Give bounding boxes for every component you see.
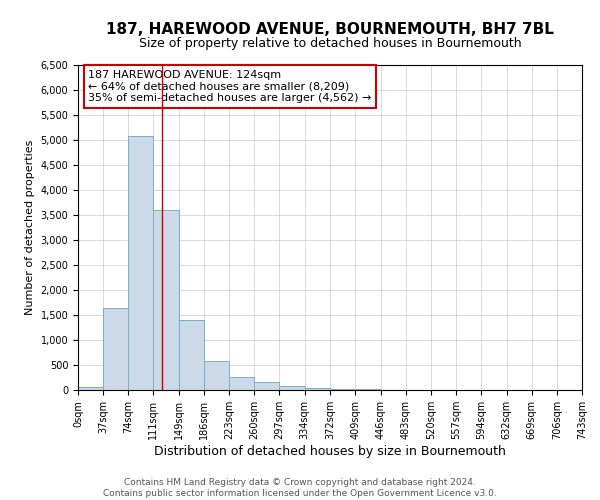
Text: Size of property relative to detached houses in Bournemouth: Size of property relative to detached ho…: [139, 38, 521, 51]
Bar: [305, 388, 331, 390]
Bar: [153, 210, 179, 390]
Y-axis label: Number of detached properties: Number of detached properties: [25, 140, 35, 315]
Bar: [229, 376, 254, 390]
Bar: [280, 386, 305, 390]
Bar: [355, 389, 380, 390]
Bar: [103, 308, 128, 390]
Bar: [179, 320, 204, 390]
Bar: [204, 361, 229, 390]
Text: Contains HM Land Registry data © Crown copyright and database right 2024.
Contai: Contains HM Land Registry data © Crown c…: [103, 478, 497, 498]
Text: 187, HAREWOOD AVENUE, BOURNEMOUTH, BH7 7BL: 187, HAREWOOD AVENUE, BOURNEMOUTH, BH7 7…: [106, 22, 554, 38]
Bar: [331, 388, 355, 390]
Bar: [78, 387, 103, 390]
Bar: [128, 136, 153, 390]
X-axis label: Distribution of detached houses by size in Bournemouth: Distribution of detached houses by size …: [154, 445, 506, 458]
Bar: [254, 382, 280, 390]
Text: 187 HAREWOOD AVENUE: 124sqm
← 64% of detached houses are smaller (8,209)
35% of : 187 HAREWOOD AVENUE: 124sqm ← 64% of det…: [88, 70, 371, 103]
